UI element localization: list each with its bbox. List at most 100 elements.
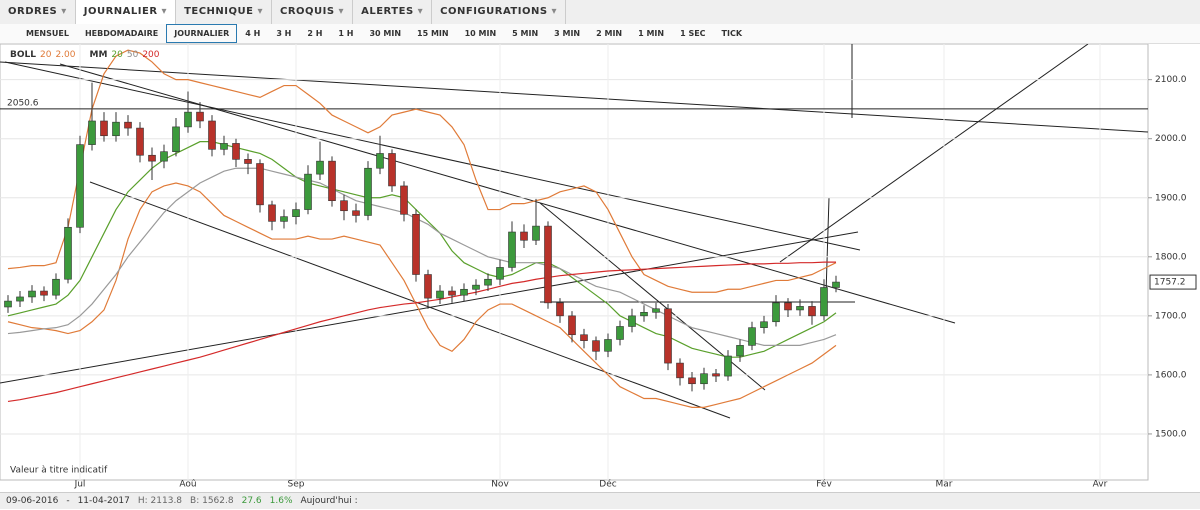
x-tick-label: Jul xyxy=(74,480,86,490)
timeframe-button[interactable]: 5 MIN xyxy=(512,29,539,38)
timeframe-button[interactable]: TICK xyxy=(721,29,743,38)
y-tick-label: 1600.0 xyxy=(1155,370,1187,380)
timeframe-button[interactable]: MENSUEL xyxy=(26,29,69,38)
plot-area xyxy=(0,44,1149,481)
indicator-line xyxy=(7,49,837,293)
candle-body xyxy=(772,302,780,323)
timeframe-button[interactable]: 2 H xyxy=(307,29,323,38)
candle-body xyxy=(400,185,408,215)
candle-body xyxy=(796,306,804,311)
chart: 1500.0 1600.0 1700.0 1800.0 1900.0 2000.0 2100… xyxy=(0,44,1197,490)
candle-body xyxy=(556,302,564,317)
candle-body xyxy=(148,154,156,162)
candle-body xyxy=(472,284,480,290)
y-tick-label: 1500.0 xyxy=(1155,429,1187,439)
candle-body xyxy=(220,143,228,150)
candle-body xyxy=(76,144,84,228)
candle-body xyxy=(604,339,612,352)
candle-body xyxy=(160,151,168,162)
y-tick-label: 2000.0 xyxy=(1155,134,1187,144)
candle-body xyxy=(424,274,432,299)
candle-body xyxy=(388,153,396,187)
timeframe-button[interactable]: JOURNALIER xyxy=(166,24,238,43)
candle-body xyxy=(460,288,468,296)
candle-body xyxy=(184,111,192,128)
indicator-line xyxy=(7,141,837,358)
candle-body xyxy=(196,111,204,122)
candle-body xyxy=(112,121,120,137)
status-from: 09-06-2016 xyxy=(6,496,59,506)
timeframe-button[interactable]: 1 SEC xyxy=(680,29,706,38)
timeframe-button[interactable]: 3 MIN xyxy=(554,29,581,38)
note: Valeur à titre indicatif xyxy=(10,466,108,476)
timeframe-button[interactable]: 1 MIN xyxy=(638,29,665,38)
timeframe-button[interactable]: HEBDOMADAIRE xyxy=(84,29,159,38)
candle-body xyxy=(724,355,732,377)
candle-body xyxy=(88,120,96,145)
candle-body xyxy=(256,163,264,206)
candle-body xyxy=(520,231,528,241)
candle-body xyxy=(784,302,792,311)
legend-name: MM xyxy=(89,50,107,60)
timeframe-button[interactable]: 1 H xyxy=(338,29,354,38)
timeframe-button[interactable]: 15 MIN xyxy=(417,29,449,38)
timeframe-button[interactable]: 10 MIN xyxy=(464,29,497,38)
menu-item[interactable]: CROQUIS xyxy=(272,0,354,24)
candle-body xyxy=(640,312,648,317)
menu-item[interactable]: ALERTES xyxy=(353,0,433,24)
timeframe-button[interactable]: 30 MIN xyxy=(369,29,402,38)
candle-body xyxy=(628,315,636,327)
candle-body xyxy=(4,300,12,308)
timeframe-button[interactable]: 4 H xyxy=(245,29,261,38)
candle-body xyxy=(544,225,552,304)
candle-body xyxy=(808,306,816,317)
status-low: B: 1562.8 xyxy=(190,496,234,506)
candle-body xyxy=(364,167,372,216)
candle-body xyxy=(568,315,576,336)
indicator-line xyxy=(7,182,837,408)
status-to: 11-04-2017 xyxy=(77,496,130,506)
menu-item[interactable]: JOURNALIER xyxy=(75,0,177,24)
candle-body xyxy=(820,287,828,317)
timeframe-button[interactable]: 2 MIN xyxy=(596,29,623,38)
status-change-pct: 1.6% xyxy=(269,496,293,506)
indicator-line xyxy=(7,261,836,403)
timeframe-button[interactable]: 3 H xyxy=(276,29,292,38)
x-tick-label: Fév xyxy=(816,479,832,490)
menu-item[interactable]: TECHNIQUE xyxy=(176,0,272,24)
y-tick-label: 1700.0 xyxy=(1155,311,1187,321)
candle-body xyxy=(760,321,768,328)
legend: BOLL 20 2.00 MM 20 50 200 xyxy=(10,50,160,60)
candle-body xyxy=(64,226,72,280)
candle-body xyxy=(352,210,360,216)
status-today: Aujourd'hui : xyxy=(300,496,358,506)
candle-body xyxy=(280,216,288,222)
candle-body xyxy=(736,345,744,357)
level-label: 2050.6 xyxy=(7,98,39,108)
status-high: H: 2113.8 xyxy=(137,496,183,506)
indicator-line xyxy=(7,167,837,346)
candle-body xyxy=(124,121,132,129)
last-price-label: 1757.2 xyxy=(1154,278,1186,288)
candle-body xyxy=(232,143,240,160)
candle-body xyxy=(244,159,252,164)
candle-body xyxy=(316,160,324,175)
candle-body xyxy=(268,204,276,222)
menu-item[interactable]: ORDRES xyxy=(0,0,76,24)
candle-body xyxy=(712,373,720,377)
legend-param: 2.00 xyxy=(55,50,75,60)
x-tick-label: Déc xyxy=(599,479,616,490)
candle-body xyxy=(340,200,348,212)
menu-item[interactable]: CONFIGURATIONS xyxy=(432,0,567,24)
candle-body xyxy=(16,296,24,302)
x-tick-label: Mar xyxy=(936,480,953,490)
candle-body xyxy=(304,173,312,210)
candle-body xyxy=(580,334,588,341)
candle-body xyxy=(532,225,540,241)
x-tick-label: Aoû xyxy=(179,480,196,490)
y-tick-label: 1800.0 xyxy=(1155,252,1187,262)
status-change: 27.6 xyxy=(241,496,262,506)
candle-body xyxy=(508,231,516,268)
status-bar: 09-06-2016-11-04-2017 H: 2113.8 B: 1562.8 2… xyxy=(0,492,1200,509)
x-tick-label: Sep xyxy=(288,480,305,490)
